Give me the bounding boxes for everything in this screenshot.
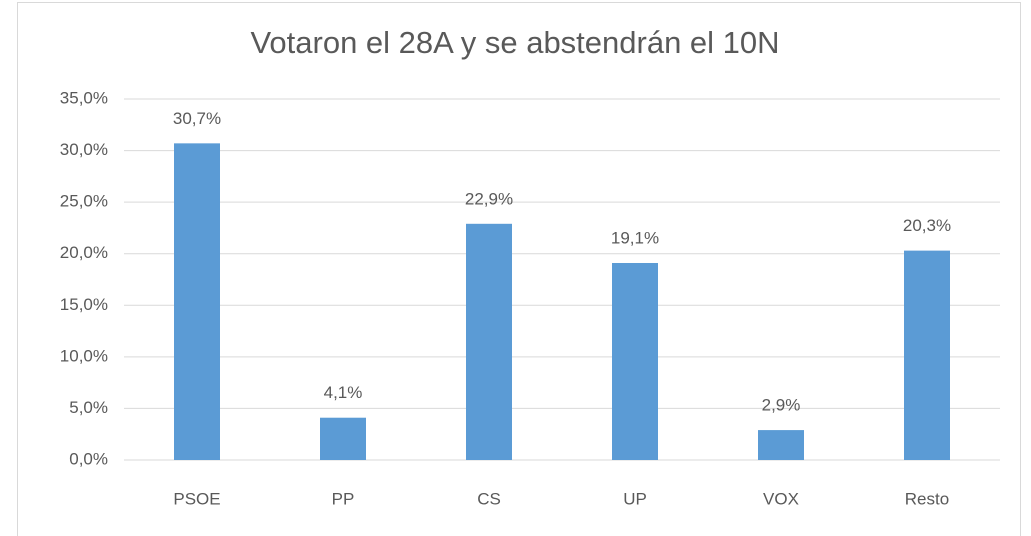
- data-label: 30,7%: [173, 109, 221, 128]
- data-label: 22,9%: [465, 189, 513, 208]
- bar: [320, 417, 366, 460]
- y-tick-label: 0,0%: [69, 449, 108, 468]
- x-tick-label: PSOE: [173, 489, 220, 508]
- y-tick-label: 10,0%: [60, 346, 108, 365]
- y-tick-label: 30,0%: [60, 140, 108, 159]
- y-tick-label: 15,0%: [60, 295, 108, 314]
- y-tick-label: 5,0%: [69, 398, 108, 417]
- y-tick-label: 20,0%: [60, 243, 108, 262]
- x-tick-label: Resto: [905, 489, 949, 508]
- y-tick-label: 25,0%: [60, 192, 108, 211]
- x-tick-label: CS: [477, 489, 501, 508]
- x-tick-label: PP: [332, 489, 355, 508]
- data-label: 20,3%: [903, 216, 951, 235]
- x-tick-label: UP: [623, 489, 647, 508]
- x-tick-label: VOX: [763, 489, 799, 508]
- y-tick-label: 35,0%: [60, 88, 108, 107]
- data-label: 2,9%: [762, 396, 801, 415]
- chart-title: Votaron el 28A y se abstendrán el 10N: [250, 25, 779, 60]
- bar: [174, 143, 220, 460]
- data-label: 4,1%: [324, 383, 363, 402]
- bar: [758, 430, 804, 460]
- data-label: 19,1%: [611, 228, 659, 247]
- bar: [466, 223, 512, 460]
- bar: [904, 250, 950, 460]
- chart-border: [17, 2, 1021, 536]
- bar: [612, 262, 658, 460]
